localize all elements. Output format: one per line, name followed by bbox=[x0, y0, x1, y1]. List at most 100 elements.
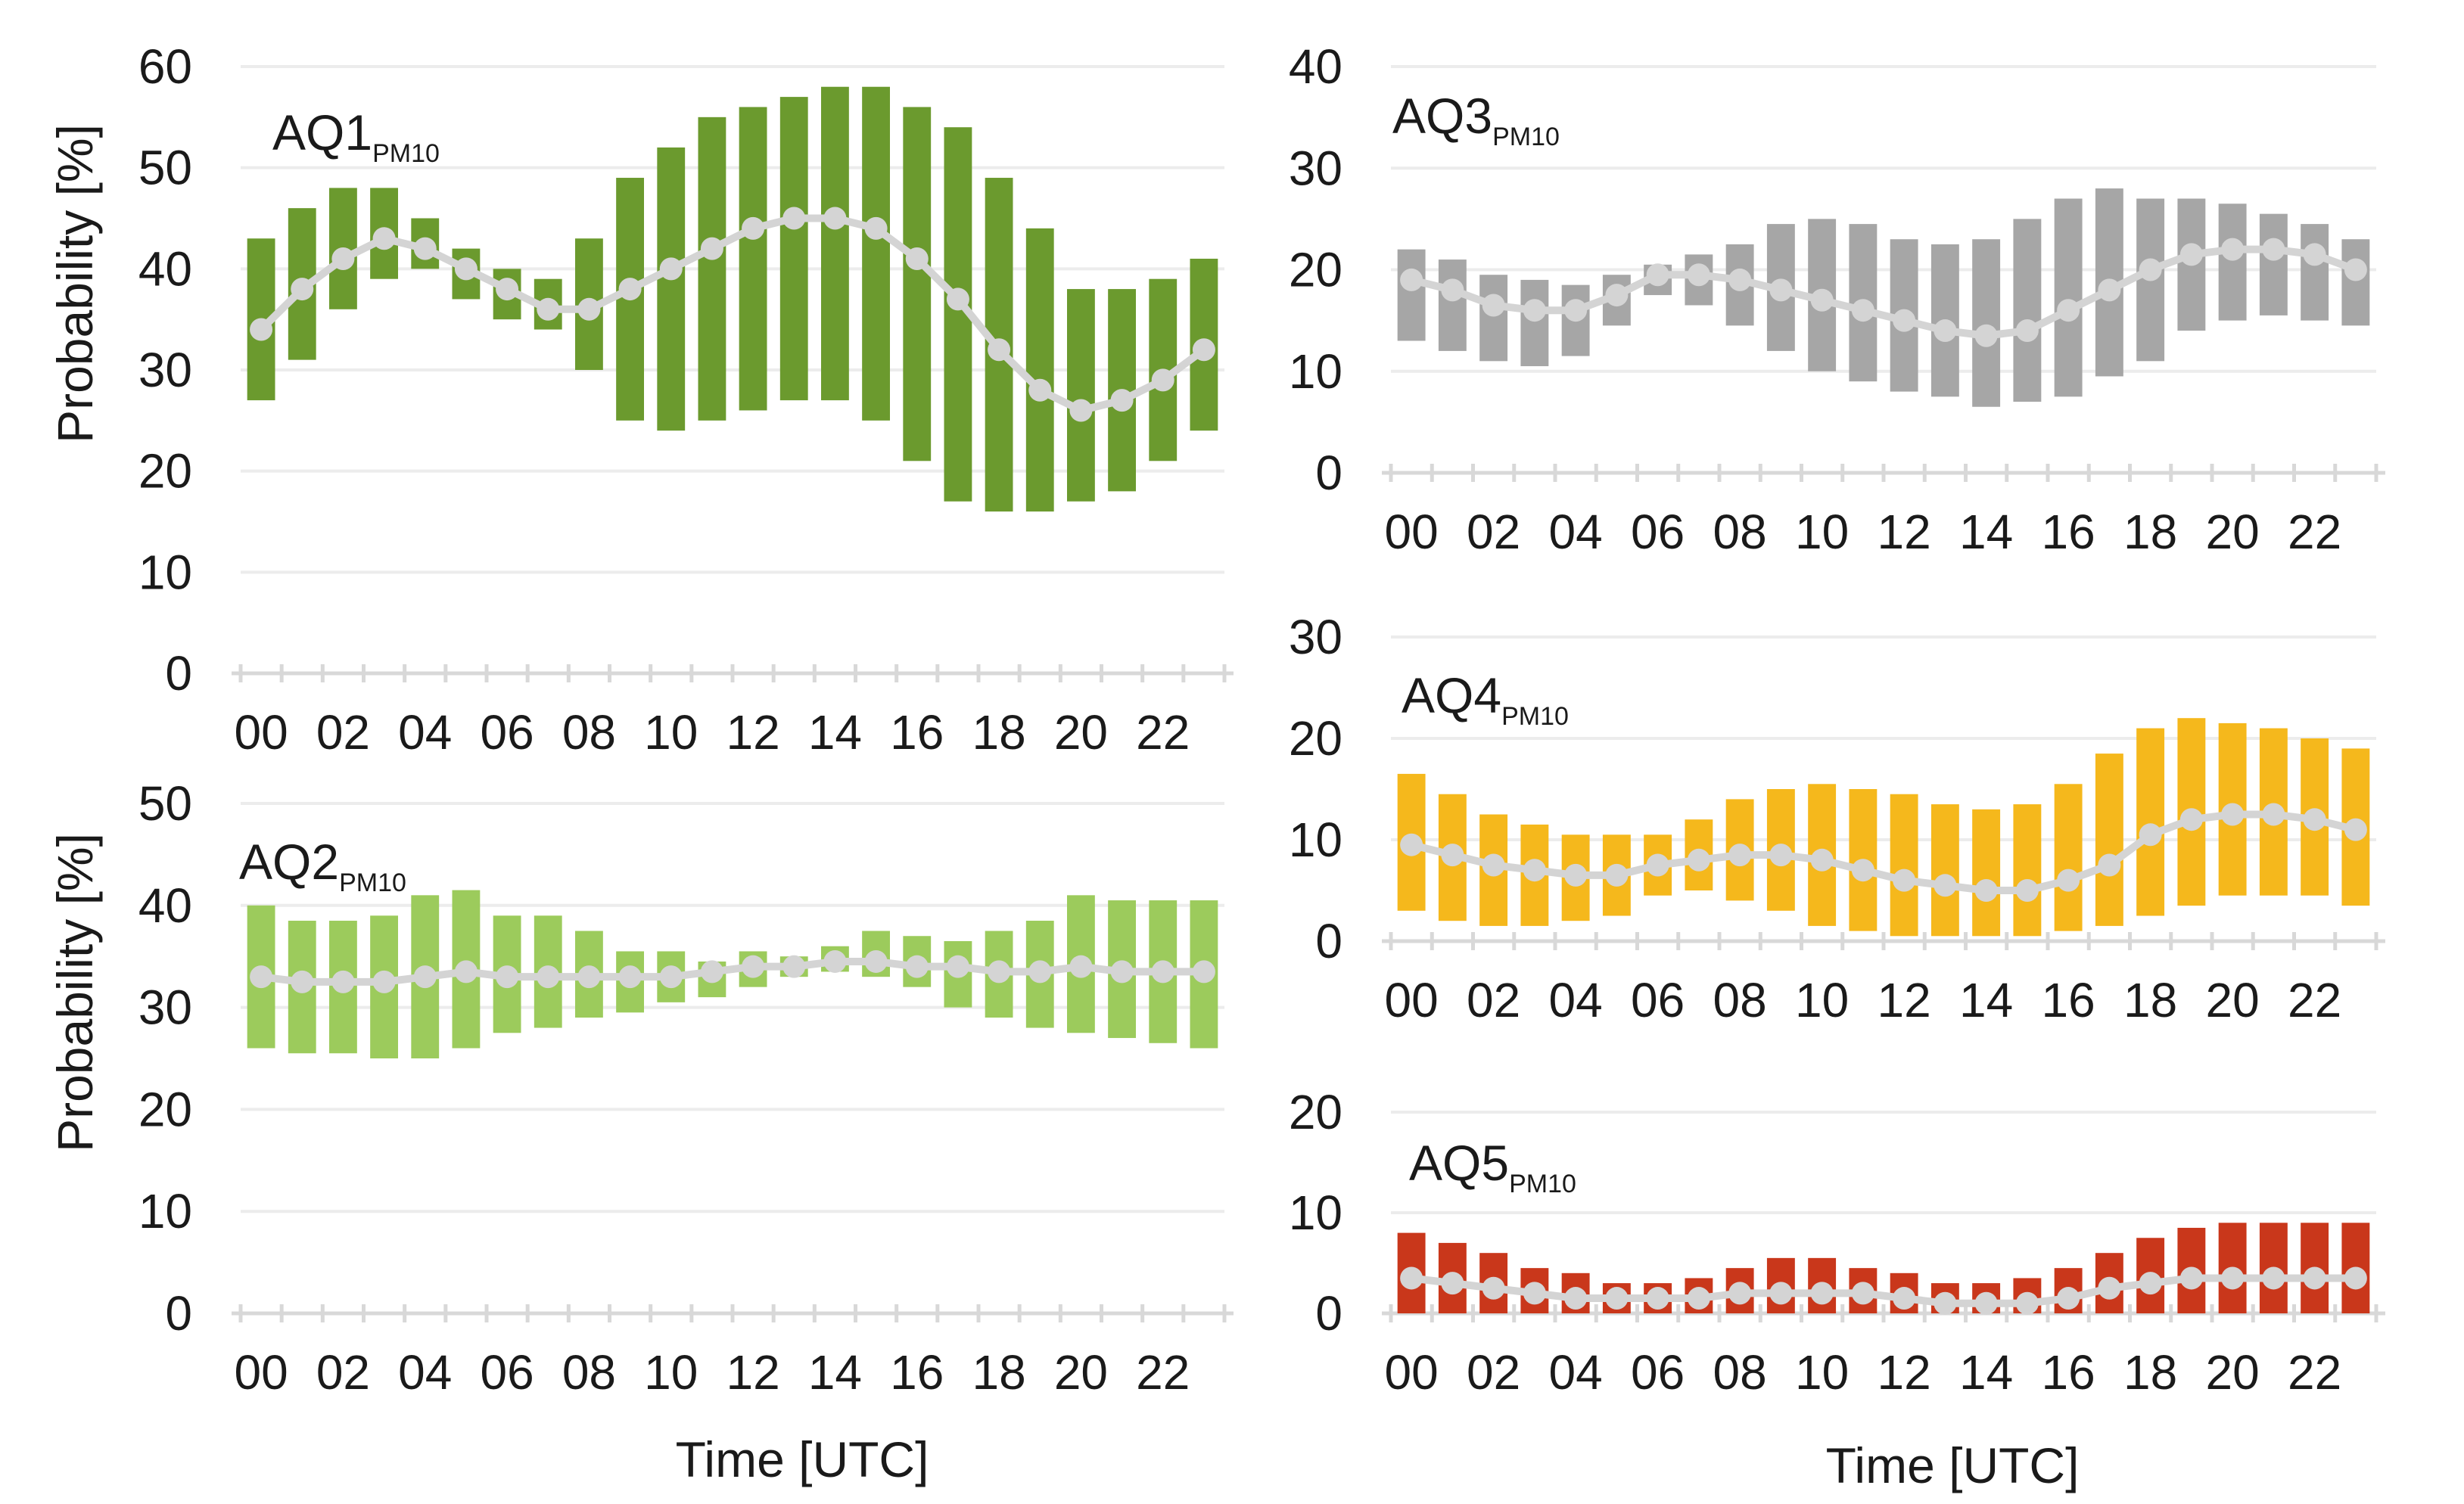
mean-point bbox=[291, 970, 314, 993]
x-tick-label: 20 bbox=[1054, 705, 1108, 760]
panel-title-main: AQ4 bbox=[1402, 667, 1501, 723]
panel-title-main: AQ5 bbox=[1409, 1135, 1509, 1191]
y-tick-label: 10 bbox=[138, 1184, 192, 1238]
y-tick-label: 50 bbox=[138, 141, 192, 195]
mean-point bbox=[2015, 319, 2039, 343]
gridlines bbox=[241, 65, 1224, 574]
x-tick-label: 08 bbox=[1713, 505, 1767, 559]
x-tick-label: 00 bbox=[1385, 1345, 1439, 1400]
mean-point bbox=[2179, 243, 2203, 266]
mean-point bbox=[1851, 1282, 1874, 1305]
mean-point bbox=[1974, 324, 1998, 347]
panel-title: AQ4PM10 bbox=[1402, 667, 1569, 731]
mean-point bbox=[659, 257, 683, 281]
mean-point bbox=[1974, 1291, 1998, 1315]
y-axis-tick-labels: 0 10 20 30 40 50 bbox=[138, 776, 192, 1341]
y-tick-label: 20 bbox=[1289, 243, 1342, 297]
mean-point bbox=[1728, 268, 1752, 291]
mean-point bbox=[742, 955, 765, 978]
range-bar bbox=[1890, 794, 1918, 937]
x-tick-label: 20 bbox=[2206, 973, 2260, 1027]
x-axis-tick-labels: 00 02 04 06 08 10 12 14 16 18 20 22 bbox=[234, 705, 1190, 760]
x-tick-label: 16 bbox=[2042, 973, 2095, 1027]
mean-point bbox=[988, 338, 1011, 362]
x-tick-label: 04 bbox=[1549, 973, 1603, 1027]
mean-line bbox=[260, 957, 1204, 986]
mean-point bbox=[1069, 399, 1093, 422]
x-tick-label: 04 bbox=[1549, 1345, 1603, 1400]
mean-point bbox=[1687, 263, 1710, 287]
mean-point bbox=[1151, 368, 1174, 392]
panel-title: AQ1PM10 bbox=[272, 104, 440, 168]
mean-series bbox=[250, 949, 1215, 993]
x-tick-label: 12 bbox=[726, 705, 779, 760]
x-axis bbox=[232, 1304, 1234, 1322]
mean-point bbox=[1934, 1291, 1957, 1315]
mean-point bbox=[659, 965, 683, 989]
mean-series bbox=[1400, 238, 2367, 347]
mean-point bbox=[1564, 299, 1588, 322]
range-bar bbox=[779, 97, 808, 401]
mean-point bbox=[2098, 278, 2121, 302]
mean-point bbox=[2139, 823, 2162, 847]
mean-point bbox=[1810, 848, 1834, 872]
x-tick-label: 02 bbox=[1467, 973, 1520, 1027]
y-tick-label: 10 bbox=[1289, 1185, 1342, 1240]
x-axis-tick-labels: 00 02 04 06 08 10 12 14 16 18 20 22 bbox=[234, 1345, 1190, 1400]
y-tick-label: 30 bbox=[138, 343, 192, 397]
x-tick-label: 12 bbox=[1878, 1345, 1931, 1400]
x-tick-label: 10 bbox=[644, 1345, 698, 1400]
x-tick-label: 08 bbox=[562, 1345, 616, 1400]
range-bar bbox=[2218, 204, 2247, 321]
mean-point bbox=[1605, 1287, 1629, 1310]
mean-point bbox=[2179, 808, 2203, 831]
gridlines bbox=[1391, 635, 2376, 841]
y-axis-tick-labels: 0 10 20 30 40 50 60 bbox=[138, 39, 192, 701]
mean-point bbox=[2221, 803, 2245, 826]
mean-point bbox=[413, 965, 437, 989]
mean-point bbox=[1646, 1287, 1669, 1310]
mean-point bbox=[372, 227, 396, 250]
y-tick-label: 20 bbox=[138, 1082, 192, 1136]
range-bar bbox=[2013, 804, 2042, 937]
panel-title-main: AQ1 bbox=[272, 104, 372, 160]
mean-point bbox=[1441, 1272, 1464, 1295]
mean-point bbox=[988, 960, 1011, 984]
x-tick-label: 04 bbox=[398, 1345, 452, 1400]
panel-title-main: AQ3 bbox=[1392, 88, 1492, 144]
chart-panel-aq3: 0 10 20 30 40 00 02 04 06 08 10 12 14 16 18 20 22 AQ3PM… bbox=[1289, 39, 2385, 559]
mean-point bbox=[2015, 1291, 2039, 1315]
y-tick-label: 20 bbox=[1289, 711, 1342, 766]
mean-point bbox=[1564, 1287, 1588, 1310]
mean-point bbox=[1934, 874, 1957, 897]
mean-point bbox=[1851, 859, 1874, 882]
x-tick-label: 00 bbox=[234, 1345, 288, 1400]
mean-point bbox=[1400, 833, 1423, 856]
y-axis-label: Probability [%] bbox=[47, 833, 103, 1152]
x-tick-label: 22 bbox=[2288, 973, 2341, 1027]
x-tick-label: 06 bbox=[1631, 505, 1685, 559]
mean-point bbox=[250, 318, 273, 341]
mean-point bbox=[372, 970, 396, 993]
mean-point bbox=[537, 965, 560, 989]
chart-panel-aq1: 0 10 20 30 40 50 60 00 02 04 06 08 10 12 14 16 18 20 22 A… bbox=[47, 39, 1234, 760]
x-axis-tick-labels: 00 02 04 06 08 10 12 14 16 18 20 22 bbox=[1385, 973, 2342, 1027]
mean-series bbox=[250, 207, 1215, 422]
range-bar bbox=[1025, 228, 1054, 512]
mean-point bbox=[864, 216, 888, 240]
y-tick-label: 40 bbox=[138, 878, 192, 933]
panel-title: AQ2PM10 bbox=[239, 834, 406, 897]
x-tick-label: 08 bbox=[562, 705, 616, 760]
mean-point bbox=[1028, 960, 1052, 984]
mean-point bbox=[2303, 243, 2326, 266]
x-tick-label: 08 bbox=[1713, 973, 1767, 1027]
x-tick-label: 12 bbox=[1878, 505, 1931, 559]
x-tick-label: 14 bbox=[1959, 505, 2013, 559]
mean-point bbox=[1687, 1287, 1710, 1310]
mean-point bbox=[2303, 1266, 2326, 1290]
mean-point bbox=[1441, 844, 1464, 867]
mean-line bbox=[1410, 810, 2357, 894]
x-tick-label: 08 bbox=[1713, 1345, 1767, 1400]
mean-point bbox=[1893, 869, 1916, 892]
mean-series bbox=[1400, 1266, 2367, 1315]
